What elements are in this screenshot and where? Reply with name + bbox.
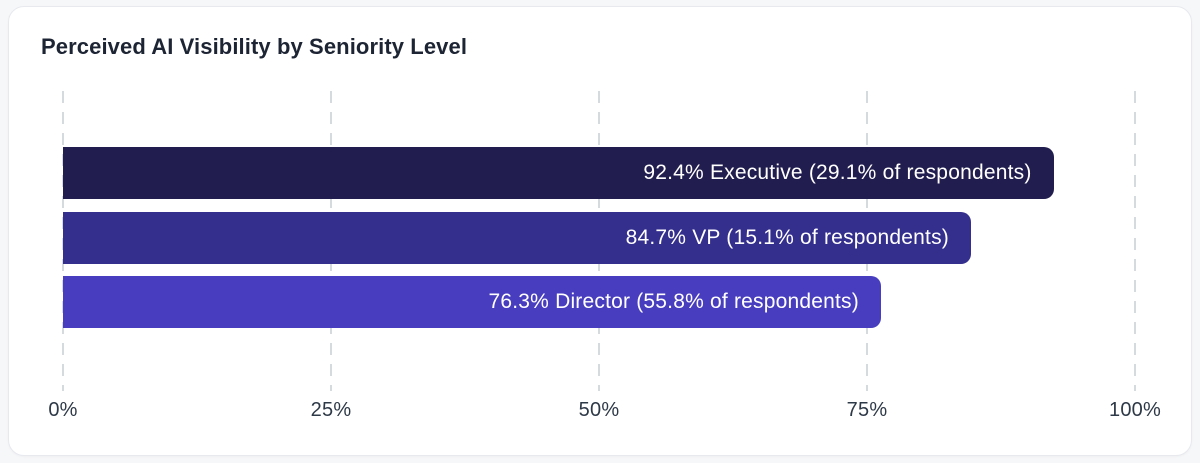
bar-label-executive: 92.4% Executive (29.1% of respondents) — [643, 161, 1032, 184]
plot-area: 92.4% Executive (29.1% of respondents) 84… — [62, 91, 1136, 391]
bar-director: 76.3% Director (55.8% of respondents) — [63, 276, 881, 328]
gridline-100 — [1134, 91, 1136, 391]
x-axis-tick-25: 25% — [310, 399, 352, 421]
x-axis: 0% 25% 50% 75% 100% — [48, 399, 1160, 429]
bar-label-director: 76.3% Director (55.8% of respondents) — [488, 290, 859, 313]
bar-executive: 92.4% Executive (29.1% of respondents) — [63, 147, 1054, 199]
chart-title: Perceived AI Visibility by Seniority Lev… — [41, 34, 468, 59]
bar-vp: 84.7% VP (15.1% of respondents) — [63, 211, 971, 264]
chart-card: Perceived AI Visibility by Seniority Lev… — [8, 6, 1192, 456]
x-axis-tick-75: 75% — [846, 399, 888, 421]
bar-group: 92.4% Executive (29.1% of respondents) 84… — [63, 91, 1135, 391]
x-axis-tick-50: 50% — [578, 399, 620, 421]
x-axis-tick-0: 0% — [48, 399, 78, 421]
bar-label-vp: 84.7% VP (15.1% of respondents) — [625, 225, 949, 249]
x-axis-tick-100: 100% — [1109, 399, 1161, 421]
